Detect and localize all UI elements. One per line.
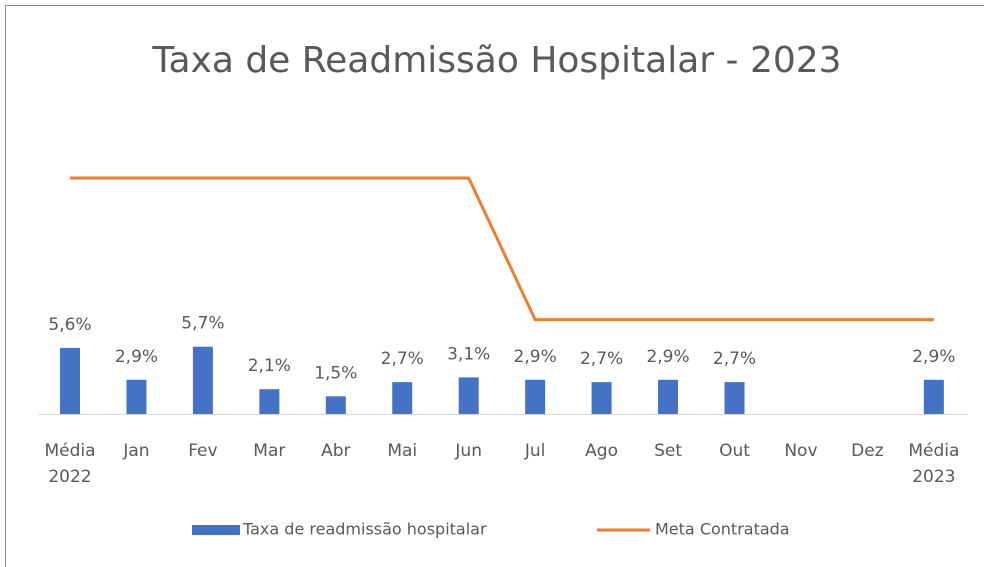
data-label: 2,9% [115, 347, 158, 367]
data-label: 2,9% [646, 347, 689, 367]
bar [525, 379, 546, 414]
x-tick-label: Jul [524, 441, 546, 461]
bar [259, 389, 280, 414]
x-tick-label: Mar [253, 441, 286, 461]
data-label: 2,9% [912, 347, 955, 367]
bar [192, 346, 213, 414]
x-tick-label: Out [719, 441, 750, 461]
data-label: 2,7% [580, 349, 623, 369]
x-tick-label: Mai [387, 441, 418, 461]
bar [60, 347, 80, 414]
bar [392, 382, 413, 414]
chart-title: Taxa de Readmissão Hospitalar - 2023 [151, 40, 841, 81]
bar [923, 379, 944, 414]
bar [458, 377, 479, 414]
bar [126, 379, 147, 414]
data-label: 2,7% [381, 349, 424, 369]
legend-label: Meta Contratada [655, 520, 790, 539]
data-label: 5,7% [181, 314, 224, 334]
x-tick-label: Set [654, 441, 682, 461]
bar [724, 382, 745, 414]
data-label: 2,7% [713, 349, 756, 369]
x-tick-label: Jan [123, 441, 150, 461]
bar [591, 382, 612, 414]
x-tick-label: Dez [851, 441, 884, 461]
x-tick-label: Média 2022 [44, 441, 96, 487]
data-label: 2,9% [514, 347, 557, 367]
x-tick-label: Ago [585, 441, 618, 461]
data-label: 1,5% [314, 363, 357, 383]
x-tick-label: Fev [188, 441, 218, 461]
x-tick-label: Média 2023 [908, 441, 960, 487]
legend-label: Taxa de readmissão hospitalar [242, 520, 487, 539]
x-tick-label: Jun [455, 441, 482, 461]
x-tick-label: Abr [321, 441, 351, 461]
x-tick-label: Nov [784, 441, 818, 461]
chart-frame [5, 5, 984, 567]
data-label: 5,6% [48, 315, 91, 335]
line [70, 176, 934, 322]
data-label: 2,1% [248, 356, 291, 376]
data-label: 3,1% [447, 344, 490, 364]
bar [325, 396, 346, 414]
legend-swatch [192, 525, 240, 535]
bar [658, 379, 679, 414]
